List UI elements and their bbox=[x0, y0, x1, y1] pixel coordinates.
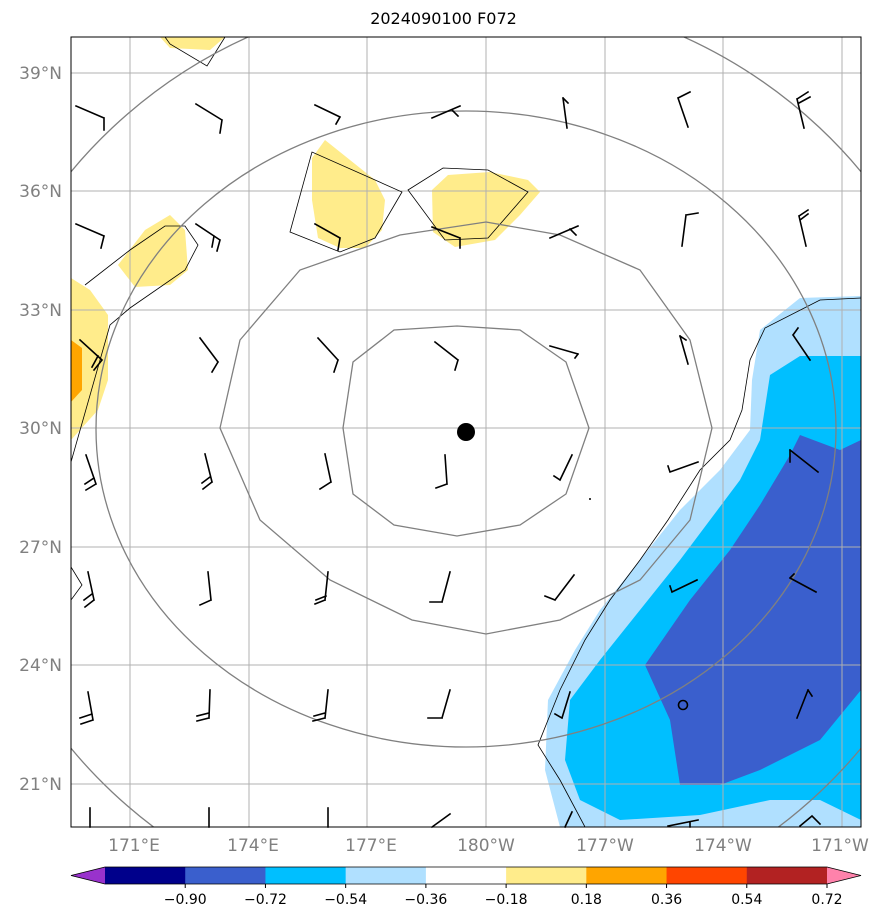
colorbar: −0.90 −0.72 −0.54 −0.36 −0.18 0.18 0.36 0.54 0.7… bbox=[70, 866, 862, 908]
lon-label: 171°W bbox=[811, 836, 869, 856]
latitude-labels: 39°N 36°N 33°N 30°N 27°N 24°N 21°N bbox=[19, 64, 62, 795]
lat-label: 36°N bbox=[19, 182, 62, 202]
wind-barbs bbox=[74, 90, 822, 829]
colorbar-tick-label: 0.72 bbox=[811, 892, 842, 908]
colorbar-segment bbox=[105, 867, 186, 884]
lat-label: 27°N bbox=[19, 538, 62, 558]
anomaly-positive-mid bbox=[71, 340, 82, 402]
storm-center-marker bbox=[457, 423, 475, 441]
colorbar-extend-low bbox=[71, 867, 105, 884]
colorbar-segment bbox=[586, 867, 668, 884]
colorbar-tick-label: −0.72 bbox=[244, 892, 287, 908]
colorbar-extend-high bbox=[827, 867, 861, 884]
colorbar-segment bbox=[506, 867, 587, 884]
lat-label: 30°N bbox=[19, 419, 62, 439]
colorbar-segment bbox=[425, 867, 507, 884]
lat-label: 21°N bbox=[19, 775, 62, 795]
map-title: 2024090100 F072 bbox=[370, 9, 517, 28]
colorbar-outline bbox=[70, 866, 862, 885]
colorbar-tick-label: 0.36 bbox=[651, 892, 682, 908]
colorbar-segment bbox=[746, 867, 828, 884]
colorbar-segment bbox=[666, 867, 748, 884]
lon-label: 177°E bbox=[345, 836, 397, 856]
lon-label: 180°W bbox=[457, 836, 515, 856]
anomaly-positive-1 bbox=[160, 37, 225, 50]
anomaly-negative-dark bbox=[645, 435, 861, 785]
colorbar-segment bbox=[265, 867, 347, 884]
longitude-labels: 171°E 174°E 177°E 180°W 177°W 174°W 171°… bbox=[108, 836, 869, 856]
low-pressure-marker bbox=[677, 699, 689, 711]
anomaly-positive-5 bbox=[71, 278, 108, 440]
colorbar-tick-label: −0.18 bbox=[485, 892, 528, 908]
small-dot bbox=[589, 498, 591, 500]
lon-label: 171°E bbox=[108, 836, 160, 856]
colorbar-tick-label: 0.18 bbox=[571, 892, 602, 908]
anomaly-positive-2 bbox=[312, 140, 385, 248]
anomaly-positive-4 bbox=[118, 215, 188, 287]
lon-label: 177°W bbox=[576, 836, 634, 856]
colorbar-tick-label: −0.54 bbox=[324, 892, 367, 908]
anomaly-fill-layer bbox=[71, 37, 861, 827]
lon-label: 174°W bbox=[694, 836, 752, 856]
lat-label: 39°N bbox=[19, 64, 62, 84]
lon-label: 174°E bbox=[227, 836, 279, 856]
colorbar-tick-label: −0.90 bbox=[164, 892, 207, 908]
lat-label: 24°N bbox=[19, 656, 62, 676]
map-frame bbox=[70, 36, 862, 828]
outline-contours bbox=[71, 37, 861, 827]
colorbar-tick-label: −0.36 bbox=[404, 892, 447, 908]
colorbar-tick-label: 0.54 bbox=[731, 892, 762, 908]
graticule bbox=[71, 37, 861, 827]
lat-label: 33°N bbox=[19, 301, 62, 321]
colorbar-segment bbox=[345, 867, 427, 884]
colorbar-segment bbox=[185, 867, 266, 884]
